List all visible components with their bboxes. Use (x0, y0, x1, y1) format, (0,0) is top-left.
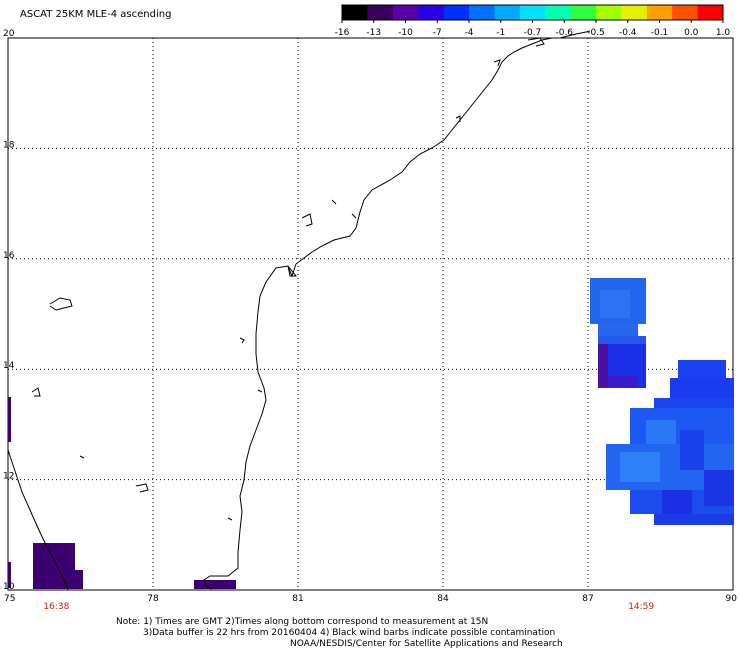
x-tick-label: 87 (582, 594, 593, 604)
colorbar-label: -16 (335, 28, 350, 38)
colorbar-segment (570, 5, 597, 20)
colorbar-segment (443, 5, 470, 20)
y-tick-label: 20 (3, 29, 15, 39)
x-tick-label: 81 (292, 594, 303, 604)
swath-cell (598, 322, 638, 336)
y-tick-label: 14 (3, 361, 15, 371)
colorbar-segment (494, 5, 521, 20)
y-tick-label: 18 (3, 140, 15, 150)
y-tick-label: 16 (3, 251, 15, 261)
colorbar-segment (367, 5, 394, 20)
swath-cell (678, 360, 726, 378)
colorbar-segment (621, 5, 648, 20)
swath-cell (33, 543, 75, 589)
coastline (7, 30, 591, 591)
swath-cell (654, 514, 734, 525)
colorbar-label: -7 (433, 28, 442, 38)
plot-area: 75 78 81 84 87 90 20 18 16 14 12 10 16:38 14:59 (3, 29, 737, 612)
colorbar-segment (646, 5, 673, 20)
colorbar-segment (545, 5, 572, 20)
swath-cell (704, 470, 734, 506)
plot-frame (7, 37, 734, 591)
colorbar-segment (342, 5, 368, 20)
swath-cell (194, 580, 236, 589)
swath-cell (646, 420, 676, 444)
y-tick-label: 10 (3, 582, 15, 592)
colorbar-label: -13 (366, 28, 381, 38)
scatterometer-swaths (8, 278, 734, 589)
swath-cell (662, 490, 692, 514)
colorbar-segment (418, 5, 445, 20)
colorbar: -16 -13 -10 -7 -4 -1 -0.7 -0.6 -0.5 -0.4 -0.1 0.0 1.… (335, 4, 731, 38)
note-line-3: NOAA/NESDIS/Center for Satellite Applica… (290, 639, 563, 649)
colorbar-label: -0.4 (619, 28, 637, 38)
swath-cell (8, 397, 11, 442)
x-tick-label: 84 (437, 594, 449, 604)
colorbar-label: -1 (496, 28, 505, 38)
colorbar-label: -10 (398, 28, 413, 38)
colorbar-label: 1.0 (716, 28, 731, 38)
swath-cell (75, 570, 83, 589)
map-title: ASCAT 25KM MLE-4 ascending (20, 9, 172, 20)
swath-cell (598, 344, 608, 388)
swath-cell (598, 336, 646, 344)
colorbar-label: -0.5 (587, 28, 605, 38)
swath-cell (680, 430, 704, 470)
x-tick-label: 75 (4, 594, 15, 604)
x-tick-label: 78 (147, 594, 159, 604)
swath-cell (654, 398, 734, 408)
colorbar-label: -0.7 (524, 28, 542, 38)
swath-cell (670, 378, 734, 398)
colorbar-label: -0.6 (555, 28, 573, 38)
colorbar-segment (697, 5, 724, 20)
colorbar-segment (392, 5, 419, 20)
colorbar-label: -4 (465, 28, 474, 38)
note-line-1: Note: 1) Times are GMT 2)Times along bot… (116, 617, 489, 627)
colorbar-segment (469, 5, 495, 20)
colorbar-label: 0.0 (684, 28, 699, 38)
note-line-2: 3)Data buffer is 22 hrs from 20160404 4)… (143, 628, 556, 638)
swath-cell (620, 452, 660, 482)
swath-cell (8, 562, 11, 588)
colorbar-label: -0.1 (651, 28, 669, 38)
colorbar-segment (519, 5, 546, 20)
y-tick-label: 12 (3, 472, 14, 482)
pass-time-label: 14:59 (628, 602, 654, 612)
swath-cell (600, 290, 630, 318)
colorbar-segment (596, 5, 622, 20)
swath-cell (608, 376, 638, 388)
x-tick-label: 90 (726, 594, 738, 604)
colorbar-segment (672, 5, 699, 20)
pass-time-label: 16:38 (43, 602, 69, 612)
